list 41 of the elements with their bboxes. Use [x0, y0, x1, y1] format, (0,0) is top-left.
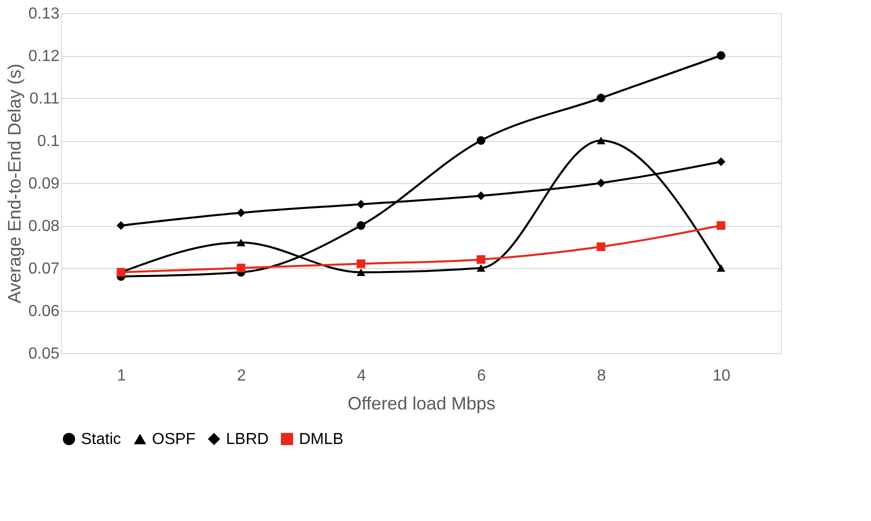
point: [596, 242, 606, 252]
point: [476, 264, 486, 272]
point: [476, 191, 486, 200]
x-tick-label: 10: [712, 368, 730, 384]
y-tick-label: 0.08: [28, 218, 60, 235]
point: [236, 238, 246, 246]
legend-label: LBRD: [226, 431, 269, 448]
point: [596, 136, 606, 144]
point: [716, 264, 726, 272]
y-axis-title: Average End-to-End Delay (s): [4, 64, 24, 304]
point: [356, 221, 366, 230]
point: [596, 94, 606, 102]
y-tick-label: 0.09: [28, 176, 60, 192]
y-tick-label: 0.13: [28, 6, 60, 22]
point: [236, 208, 246, 218]
x-tick-label: 6: [477, 368, 486, 384]
x-tick-label: 1: [117, 368, 126, 384]
y-tick-label: 0.07: [28, 260, 60, 278]
y-tick-label: 0.11: [30, 90, 60, 108]
x-axis-title: Offered load Mbps: [348, 394, 496, 414]
x-tick-label: 8: [597, 368, 606, 384]
legend-label: DMLB: [299, 431, 344, 448]
legend-label: Static: [81, 431, 122, 448]
point: [596, 178, 606, 188]
point: [356, 200, 366, 209]
point: [356, 268, 366, 276]
point: [716, 157, 726, 166]
point: [476, 136, 486, 145]
point: [476, 255, 486, 264]
y-tick-label: 0.12: [28, 48, 60, 65]
legend-label: OSPF: [152, 431, 196, 448]
point: [716, 221, 726, 230]
x-tick-label: 2: [237, 368, 246, 384]
y-tick-label: 0.05: [28, 346, 60, 362]
point: [356, 259, 366, 268]
point: [236, 264, 246, 272]
point: [716, 51, 726, 60]
x-tick-label: 4: [357, 368, 366, 384]
y-tick-label: 0.1: [37, 133, 60, 150]
y-tick-label: 0.06: [28, 303, 60, 320]
point: [116, 221, 126, 230]
